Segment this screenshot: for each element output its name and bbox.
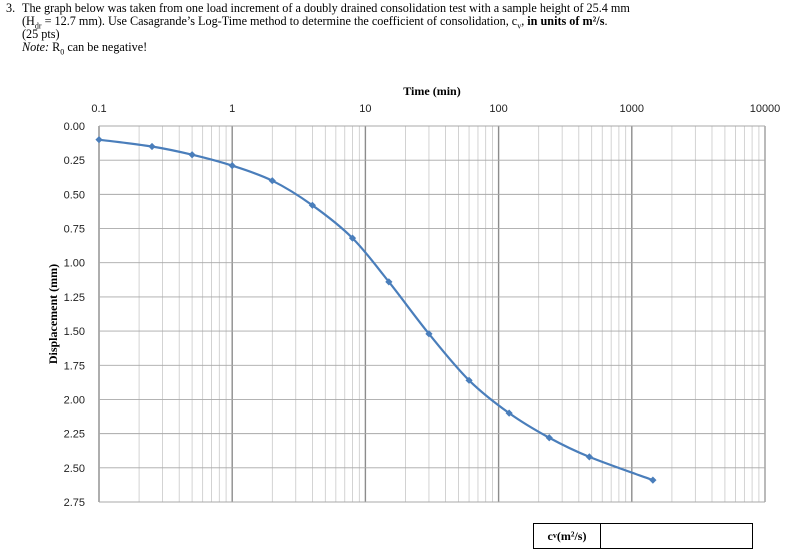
data-point-marker [268,177,276,185]
y-tick-label: 2.50 [64,463,85,475]
data-point-marker [348,234,357,242]
question-number: 3. [6,1,16,15]
q-text: . [604,14,608,28]
x-tick-label: 0.1 [91,103,106,115]
y-tick-label: 2.25 [64,429,85,441]
y-tick-label: 0.00 [64,121,85,133]
q-sub: dr [34,21,42,31]
question-line-2: (Hdr = 12.7 mm). Use Casagrande’s Log-Ti… [22,14,782,31]
note-text: can be negative! [64,40,148,54]
chart-grid [98,125,766,503]
y-tick-label: 0.75 [64,224,85,236]
y-tick-label: 1.00 [64,258,85,270]
note-text: R [49,40,61,54]
y-tick-label: 1.50 [64,326,85,338]
x-tick-label: 10000 [750,103,781,115]
data-point-marker [95,136,103,144]
y-tick-label: 0.50 [64,189,85,201]
data-point-marker [425,330,433,338]
data-point-marker [505,409,513,417]
data-point-marker [148,142,156,151]
x-tick-label: 10 [359,103,371,115]
question-body: The graph below was taken from one load … [22,1,782,57]
y-tick-label: 1.25 [64,292,85,304]
y-tick-label: 2.75 [64,497,85,509]
data-point-marker [585,453,593,461]
data-point-marker [649,476,657,484]
y-axis-title: Displacement (mm) [46,264,60,364]
note-label: Note: [22,40,50,54]
x-axis-title: Time (min) [403,84,460,98]
data-point-marker [188,151,196,159]
question-line-1: The graph below was taken from one load … [22,1,630,15]
note-sub: 0 [60,47,65,57]
x-tick-label: 100 [489,103,507,115]
answer-label-text: c [547,528,553,543]
series-line [98,138,654,482]
q-text: = 12.7 mm). Use Casagrande’s Log-Time me… [41,14,518,28]
data-point-marker [545,434,553,442]
x-tick-label: 1000 [620,103,644,115]
question-points: (25 pts) [22,27,60,41]
q-text: (H [22,14,35,28]
y-tick-labels: 0.00 0.25 0.50 0.75 1.00 1.25 1.50 1.75 2.00 2.25… [64,121,85,509]
q-text: , [521,14,528,28]
answer-label-text: (m²/s) [556,528,587,543]
q-sub: v [517,21,522,31]
y-tick-label: 1.75 [64,360,85,372]
x-tick-labels: 0.1 1 10 100 1000 10000 [91,103,780,115]
data-point-marker [465,376,473,384]
data-series [95,136,657,484]
data-point-marker [308,201,316,209]
data-point-marker [385,278,393,286]
y-tick-label: 2.00 [64,394,85,406]
data-point-marker [228,162,236,170]
x-tick-label: 1 [229,103,235,115]
answer-input-field[interactable] [601,524,752,548]
question-note: Note: R0 can be negative! [22,40,782,57]
q-bold: in units of m²/s [527,14,605,28]
y-tick-label: 0.25 [64,155,85,167]
